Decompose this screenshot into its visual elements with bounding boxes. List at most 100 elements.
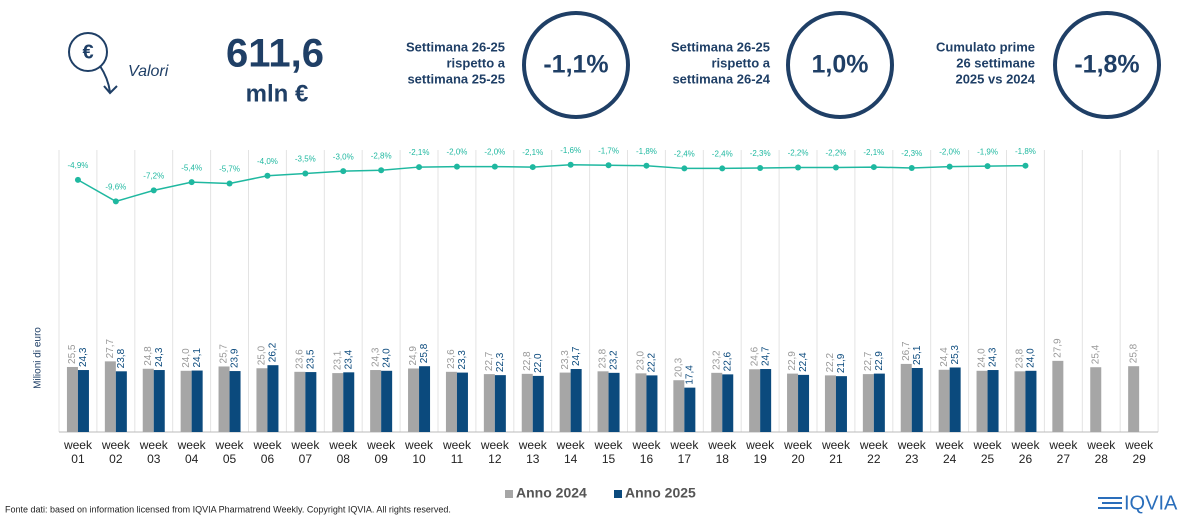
kpi-label: 26 settimane: [956, 55, 1035, 70]
growth-label: -2,0%: [446, 148, 467, 157]
growth-marker: [302, 170, 309, 177]
kpi-label: Settimana 26-25: [406, 39, 505, 54]
bar-value-label: 21,9: [836, 353, 847, 373]
bar: [343, 372, 355, 432]
bar: [559, 372, 571, 432]
bar-value-label: 22,2: [647, 352, 658, 372]
bar: [408, 368, 420, 432]
x-tick-label: week 08: [328, 438, 358, 466]
bar-value-label: 25,1: [912, 345, 923, 365]
bar-value-label: 24,3: [988, 347, 999, 367]
growth-marker: [74, 176, 81, 183]
bar: [494, 375, 506, 432]
bar: [370, 370, 382, 432]
x-tick-label: week 22: [859, 438, 889, 466]
x-tick-label: week 17: [669, 438, 699, 466]
growth-label: -2,1%: [522, 148, 543, 157]
bar: [115, 371, 127, 432]
growth-marker: [112, 198, 119, 205]
bar: [911, 367, 923, 432]
bar: [77, 370, 89, 432]
bar: [256, 368, 268, 432]
x-tick-label: week 09: [366, 438, 396, 466]
bar-value-label: 22,2: [825, 352, 836, 372]
bar-value-label: 25,7: [219, 344, 230, 364]
bar: [305, 372, 317, 432]
bar-value-label: 24,1: [192, 348, 203, 368]
growth-label: -5,4%: [181, 163, 202, 172]
growth-marker: [188, 179, 195, 186]
bar: [711, 372, 723, 432]
x-tick-label: week 26: [1010, 438, 1040, 466]
growth-marker: [378, 167, 385, 174]
x-tick-label: week 13: [518, 438, 548, 466]
bar-value-label: 25,4: [1090, 344, 1101, 364]
bar: [445, 371, 457, 432]
growth-label: -2,3%: [901, 149, 922, 158]
bar-value-label: 22,6: [722, 351, 733, 371]
total-unit: mln €: [246, 80, 309, 107]
bar: [722, 374, 734, 432]
bar: [1014, 371, 1026, 432]
kpi-circle: [1053, 11, 1161, 119]
kpi-label: Settimana 26-25: [671, 39, 770, 54]
x-tick-label: week 29: [1124, 438, 1154, 466]
bar: [987, 370, 999, 432]
legend-label: Anno 2025: [625, 485, 696, 501]
growth-label: -4,0%: [257, 157, 278, 166]
bar-value-label: 22,9: [787, 351, 798, 371]
bar-value-label: 24,0: [381, 348, 392, 368]
bar: [1090, 367, 1102, 432]
growth-marker: [567, 161, 574, 168]
x-tick-label: week 18: [707, 438, 737, 466]
x-tick-label: week 19: [745, 438, 775, 466]
growth-marker: [984, 163, 991, 170]
bar: [760, 369, 772, 432]
x-tick-label: week 21: [821, 438, 851, 466]
bar: [153, 370, 165, 432]
bar-value-label: 25,3: [950, 345, 961, 365]
bar-value-label: 23,1: [332, 350, 343, 370]
growth-label: -2,3%: [750, 149, 771, 158]
bar-value-label: 23,3: [457, 350, 468, 370]
growth-marker: [416, 164, 423, 171]
bar-value-label: 23,8: [116, 348, 127, 368]
growth-label: -3,5%: [295, 155, 316, 164]
bar: [824, 375, 836, 432]
growth-marker: [908, 164, 915, 171]
bar-value-label: 25,0: [257, 345, 268, 365]
x-tick-label: week 05: [215, 438, 245, 466]
x-tick-label: week 23: [897, 438, 927, 466]
growth-marker: [832, 164, 839, 171]
x-tick-label: week 16: [631, 438, 661, 466]
growth-label: -2,2%: [788, 149, 809, 158]
bar: [104, 361, 116, 432]
growth-label: -9,6%: [105, 182, 126, 191]
x-tick-label: week 02: [101, 438, 131, 466]
bar: [218, 366, 230, 432]
bar: [608, 372, 620, 432]
growth-marker: [491, 163, 498, 170]
euro-icon: [68, 32, 118, 95]
growth-marker: [453, 163, 460, 170]
bar: [646, 375, 658, 432]
growth-marker: [643, 162, 650, 169]
growth-label: -1,8%: [1015, 147, 1036, 156]
growth-label: -2,8%: [371, 151, 392, 160]
x-tick-label: week 20: [783, 438, 813, 466]
bar-value-label: 24,6: [749, 346, 760, 366]
x-tick-label: week 01: [63, 438, 93, 466]
bar-value-label: 24,3: [78, 347, 89, 367]
bar: [938, 369, 950, 432]
bar-value-label: 25,8: [1128, 343, 1139, 363]
bar-value-label: 23,0: [636, 350, 647, 370]
growth-marker: [681, 165, 688, 172]
bar-value-label: 20,3: [673, 357, 684, 377]
bar-value-label: 22,4: [798, 352, 809, 372]
x-tick-label: week 25: [973, 438, 1003, 466]
bar: [456, 372, 468, 432]
x-tick-label: week 12: [480, 438, 510, 466]
bar-value-label: 22,7: [484, 351, 495, 371]
bar-value-label: 23,3: [560, 350, 571, 370]
growth-marker: [226, 180, 233, 187]
